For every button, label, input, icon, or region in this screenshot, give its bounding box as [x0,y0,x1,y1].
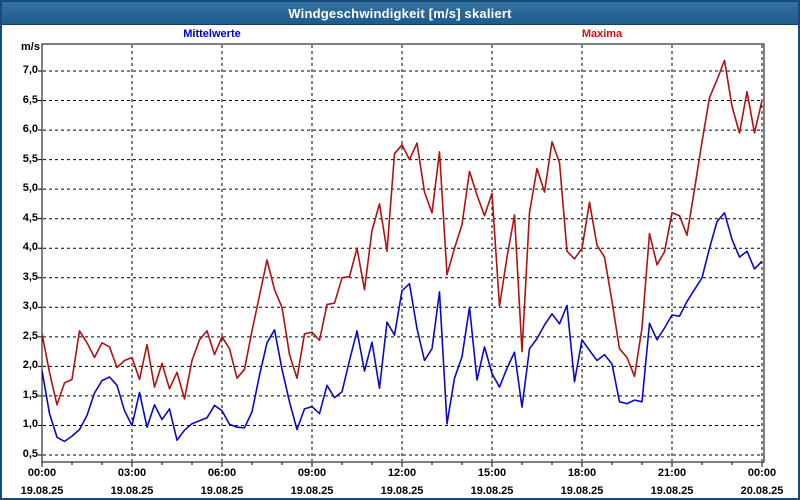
y-tick-label: 6,0 [22,123,38,135]
y-tick-label: 3,0 [22,300,38,312]
y-axis-unit-label: m/s [21,41,40,53]
x-tick-time-label: 21:00 [657,467,687,479]
series-line-mittelwerte [41,212,763,443]
legend-mean-label: Mittelwerte [183,28,241,40]
y-tick-label: 1,0 [22,418,38,430]
x-tick-time-label: 00:00 [27,467,57,479]
x-tick-date-label: 19.08.25 [560,485,604,497]
x-tick-time-label: 12:00 [387,467,417,479]
plot-border [41,43,765,463]
x-tick-time-label: 18:00 [567,467,597,479]
x-tick-time-label: 00:00 [747,467,777,479]
x-tick-date-label: 20.08.25 [740,485,784,497]
y-tick-label: 2,5 [22,330,38,342]
x-tick-time-label: 03:00 [117,467,147,479]
window-title: Windgeschwindigkeit [m/s] skaliert [288,5,512,21]
y-tick-label: 7,0 [22,64,38,76]
y-tick-label: 5,5 [22,153,38,165]
x-tick-date-label: 19.08.25 [110,485,154,497]
x-tick-date-label: 19.08.25 [290,485,334,497]
x-tick-date-label: 19.08.25 [470,485,514,497]
x-tick-time-label: 15:00 [477,467,507,479]
legend-max-label: Maxima [581,28,623,40]
y-tick-label: 4,5 [22,212,38,224]
x-tick-time-label: 09:00 [297,467,327,479]
y-tick-label: 3,5 [22,271,38,283]
x-tick-date-label: 19.08.25 [200,485,244,497]
y-tick-label: 1,5 [22,389,38,401]
y-tick-label: 5,0 [22,182,38,194]
y-tick-label: 2,0 [22,359,38,371]
x-tick-time-label: 06:00 [207,467,237,479]
x-tick-date-label: 19.08.25 [20,485,64,497]
y-tick-label: 6,5 [22,94,38,106]
x-tick-date-label: 19.08.25 [650,485,694,497]
series-line-maxima [41,59,763,406]
window-title-bar: Windgeschwindigkeit [m/s] skaliert [2,2,798,25]
y-tick-label: 0,5 [22,448,38,460]
x-tick-date-label: 19.08.25 [380,485,424,497]
y-tick-label: 4,0 [22,241,38,253]
